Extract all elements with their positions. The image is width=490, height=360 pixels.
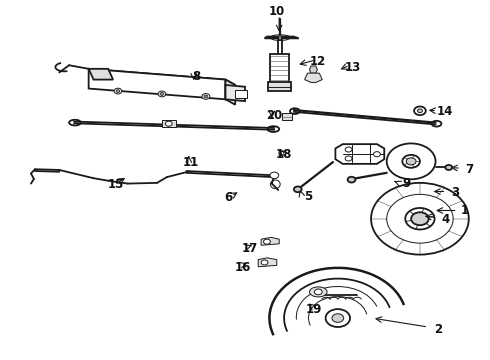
Bar <box>235 90 247 98</box>
Polygon shape <box>335 144 384 164</box>
Circle shape <box>204 95 208 98</box>
Polygon shape <box>310 66 318 73</box>
Text: 9: 9 <box>402 177 410 190</box>
Circle shape <box>371 183 469 255</box>
Text: 15: 15 <box>107 178 123 191</box>
Circle shape <box>315 289 322 295</box>
Circle shape <box>406 158 416 165</box>
Circle shape <box>278 36 283 40</box>
Circle shape <box>405 208 435 229</box>
Circle shape <box>165 121 172 126</box>
Text: 17: 17 <box>242 242 258 255</box>
Circle shape <box>373 152 380 157</box>
Circle shape <box>332 314 343 322</box>
Text: 5: 5 <box>304 190 313 203</box>
Circle shape <box>326 309 350 327</box>
Circle shape <box>445 165 452 170</box>
Text: 19: 19 <box>305 303 321 316</box>
Circle shape <box>402 155 420 168</box>
Circle shape <box>261 260 268 265</box>
Circle shape <box>158 91 166 97</box>
Text: 3: 3 <box>451 186 459 199</box>
Circle shape <box>426 189 432 194</box>
Polygon shape <box>225 80 235 105</box>
Bar <box>270 54 289 83</box>
Circle shape <box>294 186 302 192</box>
Circle shape <box>347 177 355 183</box>
Text: 10: 10 <box>269 5 285 18</box>
Bar <box>162 121 175 127</box>
Text: 4: 4 <box>441 213 449 226</box>
Polygon shape <box>258 258 277 267</box>
Text: 20: 20 <box>266 109 282 122</box>
Circle shape <box>417 109 422 113</box>
Text: 14: 14 <box>437 105 454 118</box>
Polygon shape <box>225 85 245 101</box>
Circle shape <box>270 172 279 179</box>
Polygon shape <box>89 69 235 85</box>
Circle shape <box>202 94 210 99</box>
Circle shape <box>345 147 352 152</box>
Text: 11: 11 <box>183 156 199 169</box>
Ellipse shape <box>310 287 327 297</box>
Bar <box>282 113 293 120</box>
Circle shape <box>279 151 284 155</box>
Polygon shape <box>89 69 113 80</box>
Circle shape <box>422 187 435 196</box>
Circle shape <box>114 88 122 94</box>
Circle shape <box>345 156 352 161</box>
Text: 2: 2 <box>434 323 442 336</box>
Text: 6: 6 <box>224 192 232 204</box>
Bar <box>269 82 291 91</box>
Text: 1: 1 <box>461 204 469 217</box>
Polygon shape <box>279 150 283 156</box>
Text: 16: 16 <box>234 261 251 274</box>
Text: 18: 18 <box>276 148 292 161</box>
Text: 12: 12 <box>310 55 326 68</box>
Text: 13: 13 <box>344 60 361 73</box>
Text: 8: 8 <box>192 69 200 82</box>
Circle shape <box>411 212 429 225</box>
Circle shape <box>160 93 164 95</box>
Polygon shape <box>89 69 225 99</box>
Circle shape <box>116 90 120 93</box>
Circle shape <box>414 107 426 115</box>
Polygon shape <box>305 73 322 82</box>
Polygon shape <box>265 37 299 39</box>
Text: 7: 7 <box>466 163 474 176</box>
Circle shape <box>264 239 270 244</box>
Polygon shape <box>261 237 279 245</box>
